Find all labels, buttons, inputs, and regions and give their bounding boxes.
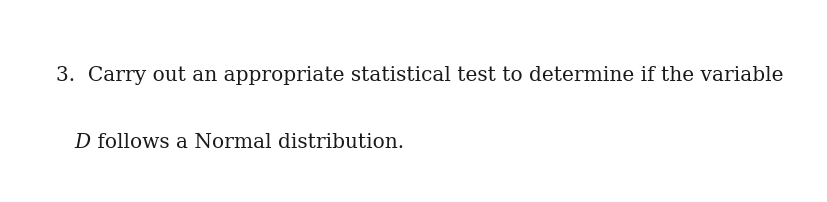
Text: follows a Normal distribution.: follows a Normal distribution.: [90, 132, 404, 151]
Text: D: D: [74, 132, 90, 151]
Text: 3.  Carry out an appropriate statistical test to determine if the variable: 3. Carry out an appropriate statistical …: [56, 65, 783, 84]
